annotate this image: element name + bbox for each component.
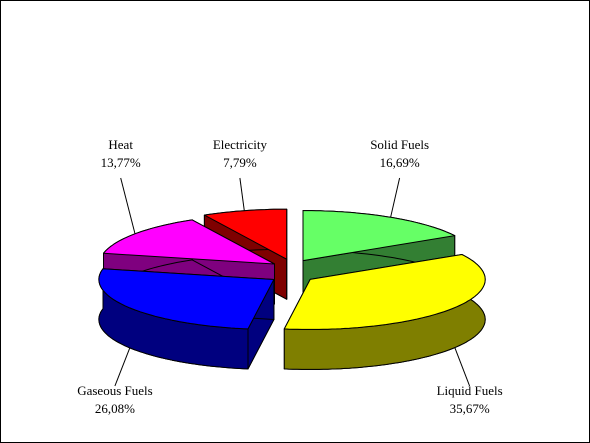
category-label: Solid Fuels — [370, 137, 429, 152]
leader-line — [239, 177, 245, 211]
slice — [283, 254, 486, 330]
leader-line — [120, 177, 136, 234]
value-label: 35,67% — [450, 401, 490, 416]
value-label: 13,77% — [101, 155, 141, 170]
category-label: Electricity — [213, 137, 268, 152]
leader-line — [454, 347, 471, 387]
value-label: 16,69% — [380, 155, 420, 170]
category-label: Liquid Fuels — [437, 383, 503, 398]
leader-line — [114, 347, 131, 387]
value-label: 26,08% — [95, 401, 135, 416]
category-label: Heat — [108, 137, 133, 152]
value-label: 7,79% — [223, 155, 257, 170]
category-label: Gaseous Fuels — [77, 383, 152, 398]
slice — [98, 268, 275, 330]
leader-line — [390, 177, 401, 218]
